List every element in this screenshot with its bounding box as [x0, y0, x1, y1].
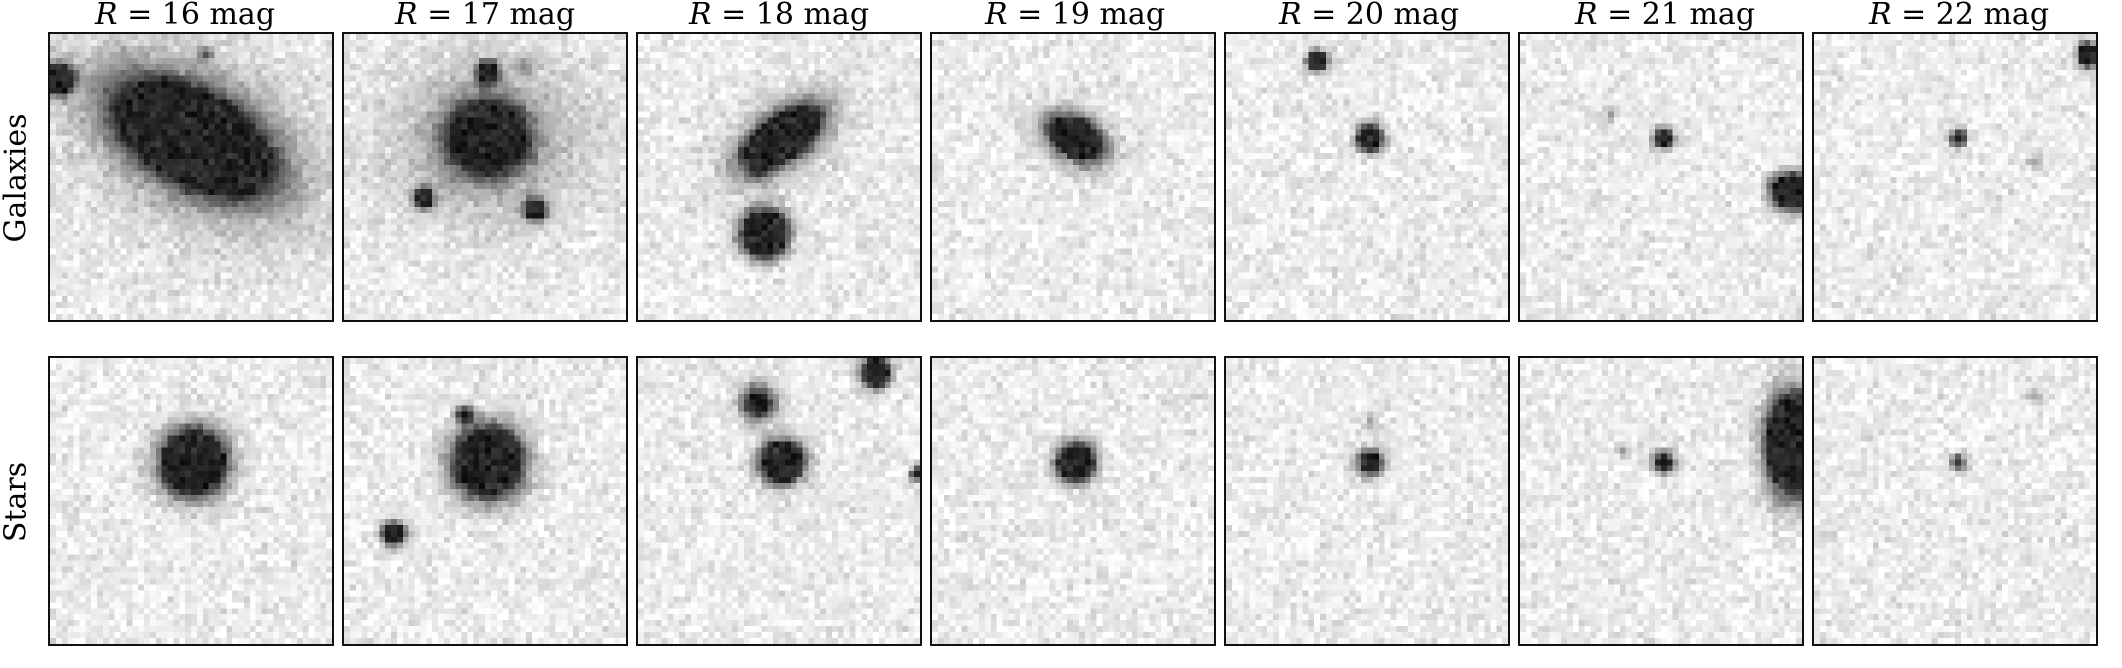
column-title-r16: R = 16 mag — [94, 0, 276, 32]
galaxy-cutout-r21-image — [1520, 34, 1802, 320]
star-cutout-r18-image — [638, 358, 920, 644]
galaxy-cutout-r16-image — [50, 34, 332, 320]
galaxy-cutout-r16 — [48, 32, 334, 322]
star-cutout-r19 — [930, 356, 1216, 646]
star-cutout-r20 — [1224, 356, 1510, 646]
row-label-galaxies: Galaxies — [0, 113, 34, 243]
row-label-stars: Stars — [0, 461, 34, 543]
star-cutout-r19-image — [932, 358, 1214, 644]
star-cutout-r18 — [636, 356, 922, 646]
column-title-r20: R = 20 mag — [1278, 0, 1460, 32]
star-cutout-r22-image — [1814, 358, 2096, 644]
galaxy-cutout-r22 — [1812, 32, 2098, 322]
galaxy-cutout-r18-image — [638, 34, 920, 320]
column-title-r22: R = 22 mag — [1868, 0, 2050, 32]
galaxy-cutout-r21 — [1518, 32, 1804, 322]
galaxy-cutout-r17-image — [344, 34, 626, 320]
galaxy-cutout-r19 — [930, 32, 1216, 322]
star-cutout-r17 — [342, 356, 628, 646]
galaxy-cutout-r18 — [636, 32, 922, 322]
star-cutout-r17-image — [344, 358, 626, 644]
column-title-r21: R = 21 mag — [1574, 0, 1756, 32]
galaxy-cutout-r20 — [1224, 32, 1510, 322]
star-cutout-r16 — [48, 356, 334, 646]
star-cutout-r21 — [1518, 356, 1804, 646]
star-cutout-r21-image — [1520, 358, 1802, 644]
star-cutout-r16-image — [50, 358, 332, 644]
galaxy-cutout-r19-image — [932, 34, 1214, 320]
galaxy-cutout-r22-image — [1814, 34, 2096, 320]
column-title-r19: R = 19 mag — [984, 0, 1166, 32]
star-cutout-r22 — [1812, 356, 2098, 646]
column-title-r18: R = 18 mag — [688, 0, 870, 32]
column-title-r17: R = 17 mag — [394, 0, 576, 32]
galaxy-cutout-r17 — [342, 32, 628, 322]
star-cutout-r20-image — [1226, 358, 1508, 644]
galaxy-cutout-r20-image — [1226, 34, 1508, 320]
